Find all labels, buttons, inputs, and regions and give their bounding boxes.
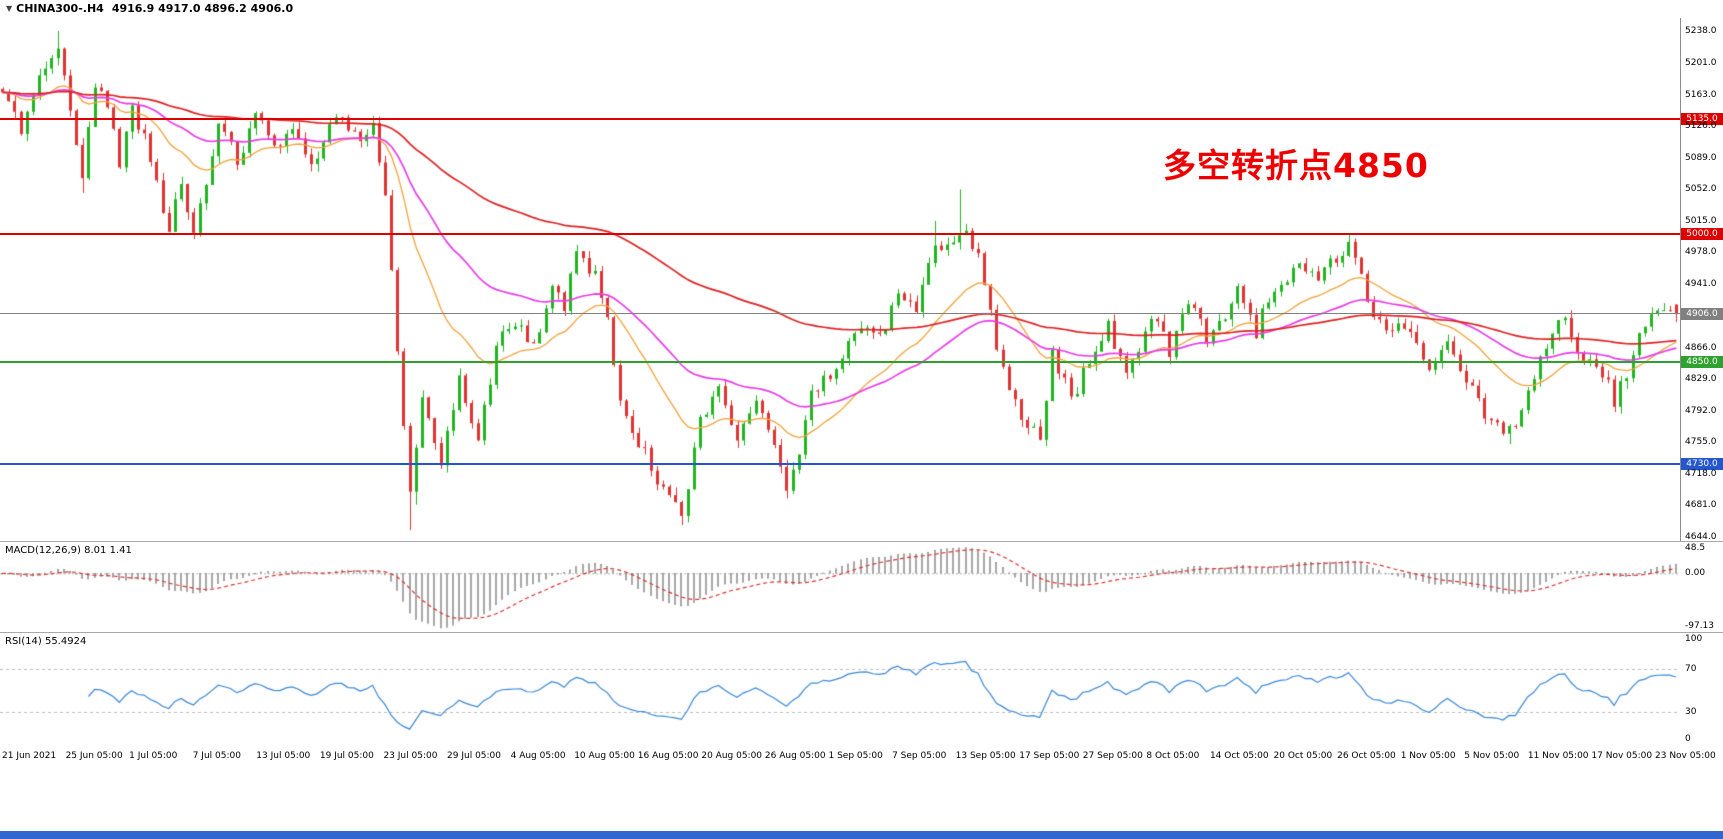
time-tick-label: 1 Jul 05:00 [129,751,178,761]
time-tick-label: 11 Nov 05:00 [1527,751,1589,761]
time-tick-label: 5 Nov 05:00 [1464,751,1520,761]
macd-axis-label: 48.5 [1685,543,1706,553]
time-tick-label: 4 Aug 05:00 [510,751,566,761]
time-tick-label: 26 Oct 05:00 [1337,751,1396,761]
time-tick-label: 29 Jul 05:00 [447,751,502,761]
time-tick-label: 21 Jun 2021 [2,751,57,761]
hline-support-4850[interactable] [0,360,1680,363]
panel-separator [0,632,1723,633]
time-tick-label: 23 Nov 05:00 [1655,751,1716,761]
time-tick-label: 1 Sep 05:00 [828,751,883,761]
time-tick-label: 17 Sep 05:00 [1019,751,1080,761]
hline-support-4730[interactable] [0,462,1680,465]
symbol-label: CHINA300-.H4 [16,2,104,15]
macd-label: MACD(12,26,9) 8.01 1.41 [5,545,132,556]
time-tick-label: 17 Nov 05:00 [1591,751,1653,761]
time-tick-label: 13 Sep 05:00 [955,751,1016,761]
price-tick-label: 5238.0 [1685,26,1717,36]
price-tick-label: 5163.0 [1685,89,1717,100]
time-tick-label: 26 Aug 05:00 [764,751,826,761]
price-tick-label: 4718.0 [1685,468,1717,479]
price-tick-label: 4681.0 [1685,500,1717,511]
time-axis[interactable]: 21 Jun 2021 25 Jun 05:00 1 Jul 05:00 7 Jul … [0,748,1723,766]
price-tick-label: 4978.0 [1685,247,1717,258]
macd-axis-label: 0.00 [1685,568,1706,579]
macd-panel-canvas[interactable] [0,542,1681,632]
price-tick-label: 4866.0 [1685,342,1717,353]
price-tick-label: 4792.0 [1685,405,1717,416]
price-tag-resistance-5135: 5135.0 [1681,112,1723,125]
price-tick-label: 4755.0 [1685,437,1717,448]
price-tag-resistance-5000: 5000.0 [1681,227,1723,240]
price-tick-label: 5126.0 [1685,121,1717,132]
time-tick-label: 16 Aug 05:00 [637,751,699,761]
macd-axis-label: -97.13 [1685,621,1715,631]
rsi-axis-label: 30 [1685,706,1697,717]
price-tick-label: 4829.0 [1685,374,1717,385]
time-tick-label: 25 Jun 05:00 [65,751,123,761]
price-tag-support-4730: 4730.0 [1681,457,1723,470]
rsi-axis-label: 70 [1685,664,1697,675]
hline-resistance-5000[interactable] [0,232,1680,235]
time-tick-label: 27 Sep 05:00 [1082,751,1143,761]
ohlc-values: 4916.9 4917.0 4896.2 4906.0 [111,2,294,15]
annotation-text[interactable]: 多空转折点4850 [1163,146,1429,185]
panel-separator [0,541,1723,542]
time-tick-label: 7 Sep 05:00 [892,751,947,761]
price-tag-current-price: 4906.0 [1681,307,1723,320]
time-tick-label: 20 Oct 05:00 [1273,751,1333,761]
hline-current-price[interactable] [0,313,1680,315]
axis-separator-line [1680,18,1681,748]
price-tick-label: 5052.0 [1685,184,1717,195]
bottom-blue-bar [0,831,1723,839]
time-tick-label: 10 Aug 05:00 [574,751,635,761]
symbol-dropdown-icon[interactable]: ▼ [6,4,13,13]
price-tag-support-4850: 4850.0 [1681,355,1723,368]
chart-header: ▼ CHINA300-.H4 4916.9 4917.0 4896.2 4906.0 [0,0,1723,18]
main-chart-canvas[interactable] [0,18,1681,541]
time-tick-label: 7 Jul 05:00 [192,751,241,761]
rsi-label: RSI(14) 55.4924 [5,636,87,647]
rsi-axis-label: 100 [1685,634,1703,644]
time-tick-label: 23 Jul 05:00 [383,751,438,761]
hline-resistance-5135[interactable] [0,117,1680,120]
price-tick-label: 4644.0 [1685,532,1717,542]
time-tick-label: 13 Jul 05:00 [256,751,311,761]
price-tick-label: 5089.0 [1685,152,1717,163]
time-tick-label: 8 Oct 05:00 [1146,751,1200,761]
price-tick-label: 5201.0 [1685,57,1717,68]
rsi-panel-canvas[interactable] [0,633,1681,748]
price-tick-label: 5015.0 [1685,215,1717,226]
price-tick-label: 4941.0 [1685,279,1717,289]
time-tick-label: 1 Nov 05:00 [1400,751,1456,761]
rsi-axis-label: 0 [1685,734,1691,744]
time-tick-label: 19 Jul 05:00 [319,751,374,761]
time-tick-label: 14 Oct 05:00 [1209,751,1269,761]
time-tick-label: 20 Aug 05:00 [701,751,763,761]
